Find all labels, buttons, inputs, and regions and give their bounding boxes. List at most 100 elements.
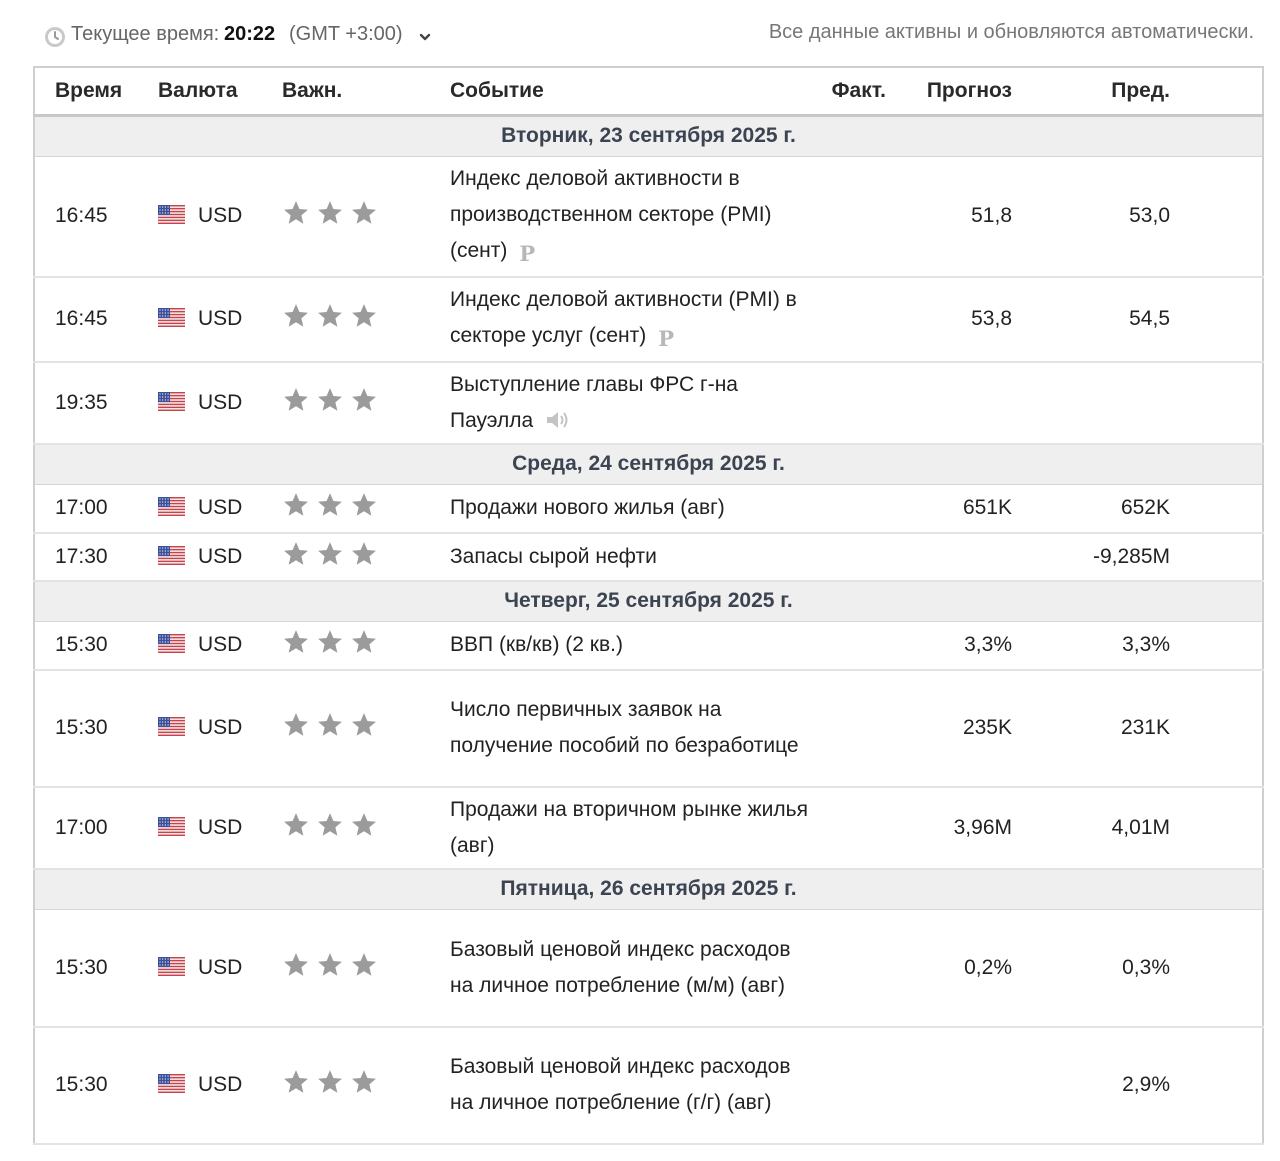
row-spacer [1170, 621, 1263, 671]
column-header-currency[interactable]: Валюта [158, 67, 282, 117]
preliminary-icon[interactable]: P [519, 240, 536, 266]
us-flag-icon [158, 497, 185, 517]
column-header-event[interactable]: Событие [450, 67, 816, 117]
event-actual [816, 669, 886, 788]
event-cell[interactable]: ВВП (кв/кв) (2 кв.) [450, 621, 816, 671]
event-name[interactable]: Запасы сырой нефти [450, 544, 657, 568]
event-time: 16:45 [34, 156, 158, 278]
column-header-time[interactable]: Время [34, 67, 158, 117]
event-cell[interactable]: Индекс деловой активности (PMI) в сектор… [450, 276, 816, 363]
day-date: Пятница, 26 сентября 2025 г. [34, 868, 1263, 910]
currency-code: USD [198, 496, 243, 520]
event-time: 17:00 [34, 786, 158, 870]
event-time: 17:00 [34, 484, 158, 534]
timezone-selector[interactable]: (GMT +3:00) [289, 23, 403, 45]
row-spacer [1170, 156, 1263, 278]
event-cell[interactable]: Продажи нового жилья (авг) [450, 484, 816, 534]
event-row[interactable]: 15:30 USD ВВП (кв/кв) (2 кв.) 3,3% 3,3% [34, 621, 1263, 671]
event-cell[interactable]: Число первичных заявок на получение посо… [450, 669, 816, 788]
event-cell[interactable]: Базовый ценовой индекс расходов на лично… [450, 1026, 816, 1145]
chevron-down-icon[interactable] [418, 30, 432, 44]
event-previous: 54,5 [1012, 276, 1170, 363]
currency-code: USD [198, 955, 243, 979]
importance-stars [282, 199, 378, 227]
event-actual [816, 909, 886, 1028]
event-previous: 53,0 [1012, 156, 1170, 278]
event-time: 15:30 [34, 669, 158, 788]
day-header-row: Среда, 24 сентября 2025 г. [34, 443, 1263, 485]
event-name[interactable]: ВВП (кв/кв) (2 кв.) [450, 633, 623, 657]
event-forecast: 3,3% [886, 621, 1012, 671]
event-forecast: 0,2% [886, 909, 1012, 1028]
event-row[interactable]: 17:00 USD Продажи нового жилья (авг) 651K 65… [34, 484, 1263, 534]
event-currency: USD [158, 484, 282, 534]
event-row[interactable]: 15:30 USD Число первичных заявок на получе… [34, 669, 1263, 788]
event-forecast [886, 1026, 1012, 1145]
table-header-row: Время Валюта Важн. Событие Факт. Прогноз… [34, 67, 1263, 117]
event-name[interactable]: Индекс деловой активности в производстве… [450, 166, 772, 262]
star-icon [318, 541, 342, 565]
event-name[interactable]: Индекс деловой активности (PMI) в сектор… [450, 287, 797, 347]
event-row[interactable]: 16:45 USD Индекс деловой активности (PMI) … [34, 276, 1263, 363]
event-row[interactable]: 16:45 USD Индекс деловой активности в прои… [34, 156, 1263, 278]
event-time: 15:30 [34, 909, 158, 1028]
star-icon [318, 493, 342, 516]
event-row[interactable]: 17:00 USD Продажи на вторичном рынке жилья… [34, 786, 1263, 870]
currency-code: USD [198, 390, 243, 414]
event-name[interactable]: Выступление главы ФРС г-на Пауэлла [450, 372, 738, 432]
column-header-forecast[interactable]: Прогноз [886, 67, 1012, 117]
event-cell[interactable]: Выступление главы ФРС г-на Пауэлла [450, 361, 816, 445]
event-time: 15:30 [34, 1026, 158, 1145]
auto-update-note: Все данные активны и обновляются автомат… [768, 21, 1254, 43]
star-icon [284, 812, 308, 836]
us-flag-icon [158, 391, 185, 411]
event-row[interactable]: 15:30 USD Базовый ценовой индекс расходов … [34, 909, 1263, 1028]
row-spacer [1170, 532, 1263, 582]
star-icon [318, 304, 342, 327]
event-currency: USD [158, 532, 282, 582]
event-importance [282, 361, 450, 445]
column-header-previous[interactable]: Пред. [1012, 67, 1170, 117]
event-previous: 652K [1012, 484, 1170, 534]
star-icon [352, 387, 376, 411]
column-header-actual[interactable]: Факт. [816, 67, 886, 117]
currency-code: USD [198, 716, 243, 739]
day-header-row: Четверг, 25 сентября 2025 г. [34, 580, 1263, 622]
event-actual [816, 361, 886, 445]
event-time: 19:35 [34, 361, 158, 445]
event-row[interactable]: 15:30 USD Базовый ценовой индекс расходов … [34, 1026, 1263, 1145]
event-currency: USD [158, 276, 282, 363]
star-icon [284, 387, 308, 411]
event-name[interactable]: Базовый ценовой индекс расходов на лично… [450, 1055, 791, 1114]
speech-icon[interactable] [545, 408, 571, 432]
event-cell[interactable]: Базовый ценовой индекс расходов на лично… [450, 909, 816, 1028]
event-forecast [886, 532, 1012, 582]
event-row[interactable]: 19:35 USD Выступление главы ФРС г-на Пауэл… [34, 361, 1263, 445]
star-icon [318, 387, 342, 411]
event-actual [816, 621, 886, 671]
day-header-row: Пятница, 26 сентября 2025 г. [34, 868, 1263, 910]
event-row[interactable]: 17:30 USD Запасы сырой нефти -9,285M [34, 532, 1263, 582]
event-importance [282, 909, 450, 1028]
event-cell[interactable]: Запасы сырой нефти [450, 532, 816, 582]
event-name[interactable]: Число первичных заявок на получение посо… [450, 698, 799, 757]
star-icon [284, 713, 308, 736]
star-icon [352, 713, 376, 736]
event-forecast: 51,8 [886, 156, 1012, 278]
column-header-importance[interactable]: Важн. [282, 67, 450, 117]
importance-stars [282, 1068, 378, 1096]
star-icon [284, 1070, 308, 1093]
event-name[interactable]: Базовый ценовой индекс расходов на лично… [450, 937, 791, 997]
star-icon [318, 1070, 342, 1093]
us-flag-icon [158, 717, 185, 736]
event-cell[interactable]: Продажи на вторичном рынке жилья (авг) [450, 786, 816, 870]
star-icon [352, 493, 376, 516]
event-cell[interactable]: Индекс деловой активности в производстве… [450, 156, 816, 278]
event-actual [816, 156, 886, 278]
preliminary-icon[interactable]: P [658, 325, 675, 351]
event-importance [282, 1026, 450, 1145]
event-name[interactable]: Продажи на вторичном рынке жилья (авг) [450, 797, 808, 857]
event-name[interactable]: Продажи нового жилья (авг) [450, 496, 725, 520]
event-previous: 4,01M [1012, 786, 1170, 870]
star-icon [284, 493, 308, 516]
